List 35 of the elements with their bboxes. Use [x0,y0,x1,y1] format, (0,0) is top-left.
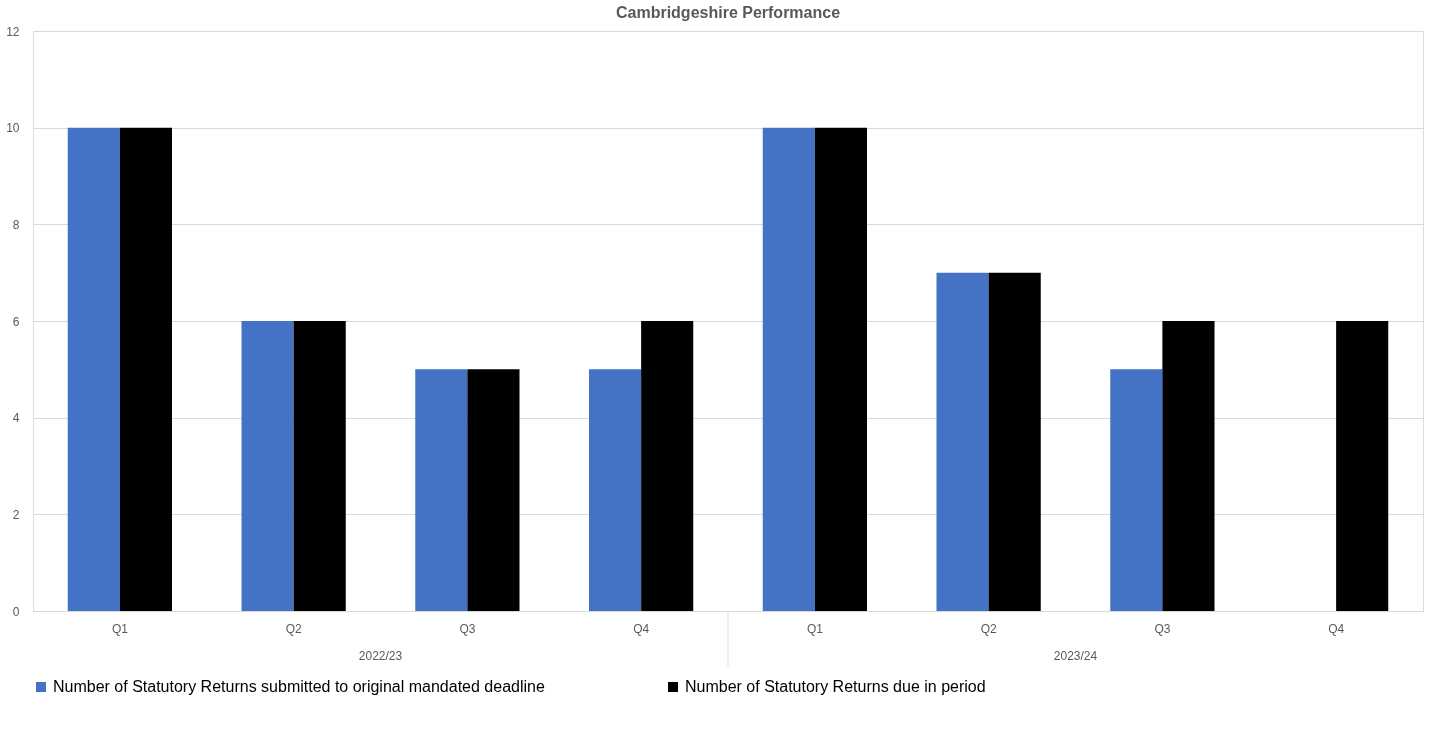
y-tick-label: 2 [12,507,20,522]
text: 2022/23 [358,649,403,663]
x-tick-label: Q3 [1154,621,1171,636]
x-tick-label: Q2 [980,621,997,636]
y-tick-label: 0 [12,604,20,619]
bar [589,369,642,611]
y-tick-label: 10 [6,121,20,136]
bar [67,127,120,611]
legend-label: Number of Statutory Returns due in period [685,678,986,695]
x-tick-label: Q1 [111,621,129,636]
y-tick-label: 6 [12,314,20,329]
bar [641,321,694,611]
legend-label: Number of Statutory Returns submitted to original mandated deadline [53,678,545,695]
x-tick-label: Q4 [1328,621,1345,636]
x-tick-label: Q4 [633,621,650,636]
bar [241,321,294,611]
y-tick-label: 4 [12,411,20,426]
text: 2023/24 [1053,649,1098,663]
bar [762,127,815,611]
y-tick-label: 8 [12,217,20,232]
bar [988,272,1041,611]
x-tick-label: Q1 [806,621,824,636]
chart-title: Cambridgeshire Performance [615,4,841,21]
bar [1336,321,1389,611]
bar [293,321,346,611]
y-tick-label: 12 [6,24,20,39]
bar [1162,321,1215,611]
bar [814,127,867,611]
bar [467,369,520,611]
bar [936,272,989,611]
x-tick-label: Q2 [285,621,302,636]
bar [119,127,172,611]
bar [1110,369,1163,611]
x-tick-label: Q3 [459,621,476,636]
bar [415,369,468,611]
